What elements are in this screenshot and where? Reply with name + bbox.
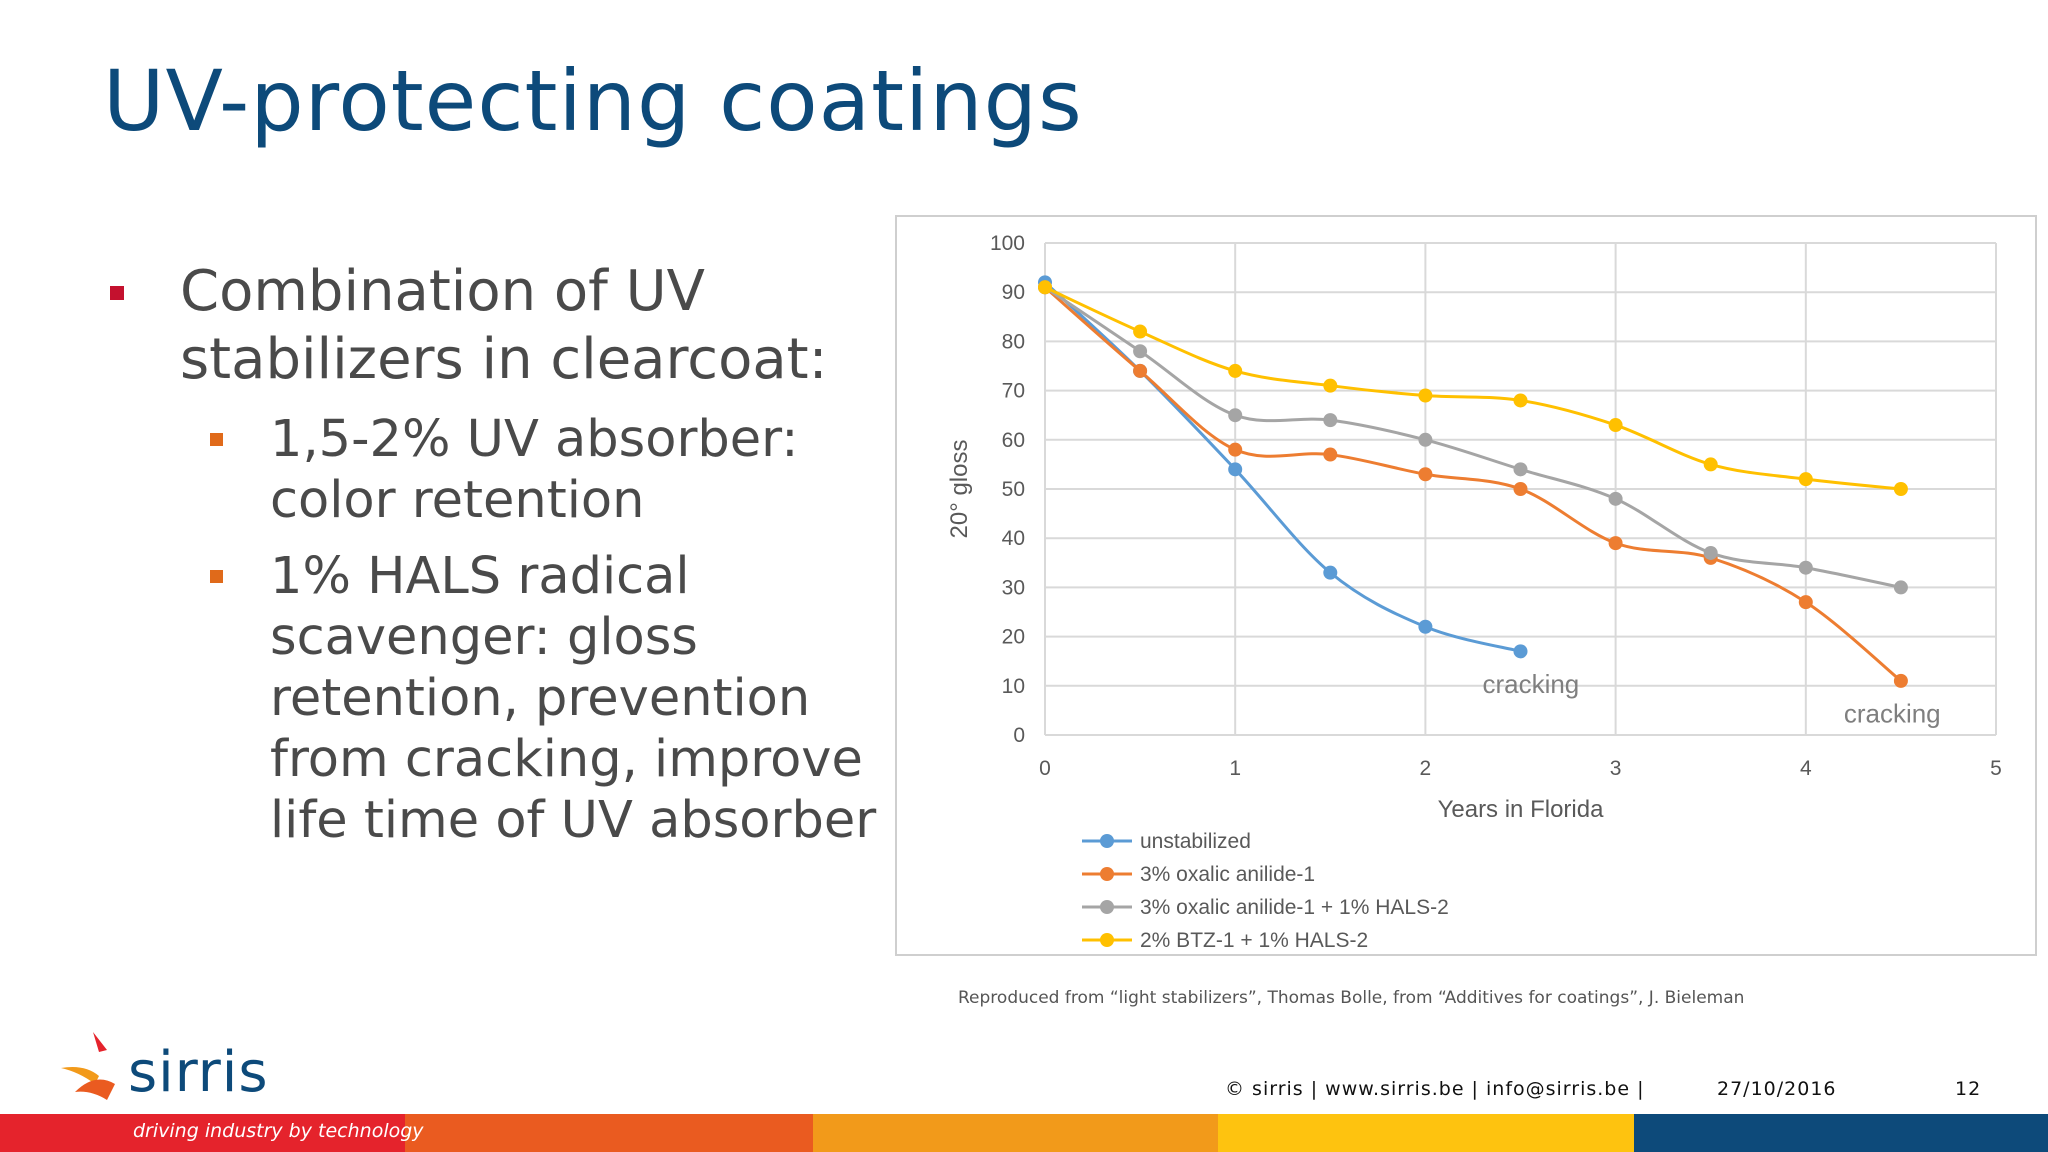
y-tick-label: 40 <box>1002 527 1025 550</box>
y-axis-label: 20° gloss <box>946 440 973 539</box>
y-tick-label: 0 <box>1013 724 1025 747</box>
annotation-label: cracking <box>1844 698 1941 728</box>
sub-bullet-1: 1,5-2% UV absorber: color retention <box>100 409 880 531</box>
y-tick-label: 50 <box>1002 478 1025 501</box>
series-point-0 <box>1323 565 1338 580</box>
series-point-3 <box>1513 393 1528 408</box>
sub-bullet-square-icon <box>210 433 223 446</box>
page-number: 12 <box>1955 1078 1982 1100</box>
footer-color-stripes <box>0 1114 2048 1152</box>
source-caption: Reproduced from “light stabilizers”, Tho… <box>958 988 1745 1008</box>
stripe-amber <box>813 1114 1218 1152</box>
series-point-3 <box>1798 472 1813 487</box>
series-point-2 <box>1228 408 1243 423</box>
bullet-square-icon <box>110 286 124 300</box>
series-point-1 <box>1418 467 1433 482</box>
series-point-3 <box>1703 457 1718 472</box>
legend-entry: 3% oxalic anilide-1 + 1% HALS-2 <box>1140 896 1449 919</box>
series-line-3 <box>1044 285 1902 491</box>
series-point-0 <box>1513 644 1528 659</box>
series-point-3 <box>1038 280 1052 295</box>
x-tick-label: 0 <box>1039 757 1051 780</box>
legend-entry: 3% oxalic anilide-1 <box>1140 863 1315 886</box>
sirris-logo-icon <box>61 1032 115 1100</box>
series-point-3 <box>1418 388 1433 403</box>
y-tick-label: 100 <box>990 232 1025 255</box>
series-point-3 <box>1133 324 1148 339</box>
gloss-chart: 0 10 20 30 40 50 60 70 80 90 100 0 1 2 3 4 5 Years in Flo… <box>895 215 2037 956</box>
x-tick-label: 4 <box>1800 757 1812 780</box>
x-tick-label: 2 <box>1420 757 1432 780</box>
series-point-1 <box>1228 442 1243 457</box>
legend-marker <box>1100 933 1114 947</box>
y-tick-label: 70 <box>1002 380 1025 403</box>
y-tick-label: 60 <box>1002 429 1025 452</box>
brand-name: sirris <box>128 1040 269 1105</box>
legend-entry: unstabilized <box>1140 830 1251 853</box>
x-tick-label: 5 <box>1990 757 2002 780</box>
series-line-1 <box>1044 286 1902 683</box>
x-axis-label: Years in Florida <box>1438 796 1605 823</box>
series-point-3 <box>1893 482 1908 496</box>
series-point-1 <box>1893 673 1908 688</box>
stripe-yellow <box>1218 1114 1634 1152</box>
series-point-2 <box>1513 462 1528 477</box>
stripe-orange <box>405 1114 813 1152</box>
legend-marker <box>1100 867 1114 881</box>
series-point-1 <box>1133 363 1148 378</box>
series-point-1 <box>1798 595 1813 610</box>
series-line-2 <box>1044 286 1902 589</box>
series-point-1 <box>1608 536 1623 551</box>
series-point-2 <box>1893 580 1908 595</box>
sub-bullet-2-text: 1% HALS radical scavenger: gloss retenti… <box>270 547 877 850</box>
brand-tagline: driving industry by technology <box>133 1120 424 1142</box>
series-point-2 <box>1323 413 1338 428</box>
series-point-2 <box>1608 491 1623 506</box>
legend-marker <box>1100 900 1114 914</box>
y-tick-label: 90 <box>1002 281 1025 304</box>
x-tick-label: 1 <box>1229 757 1241 780</box>
footer-date: 27/10/2016 <box>1717 1078 1837 1100</box>
footer-contact: © sirris | www.sirris.be | info@sirris.b… <box>1225 1078 1645 1100</box>
legend-marker <box>1100 834 1114 848</box>
annotation-label: cracking <box>1482 669 1579 699</box>
series-point-0 <box>1418 619 1433 634</box>
series-point-0 <box>1228 462 1243 477</box>
slide-title: UV-protecting coatings <box>103 52 1083 150</box>
y-tick-label: 30 <box>1002 576 1025 599</box>
series-point-3 <box>1228 363 1243 378</box>
series-point-1 <box>1323 447 1338 462</box>
series-line-0 <box>1043 281 1521 653</box>
gloss-chart-svg: 0 10 20 30 40 50 60 70 80 90 100 0 1 2 3 4 5 Years in Flo… <box>946 232 2002 952</box>
stripe-red <box>0 1114 405 1152</box>
y-tick-label: 10 <box>1002 675 1025 698</box>
series-point-2 <box>1798 560 1813 575</box>
bullet-list: Combination of UV stabilizers in clearco… <box>100 258 880 851</box>
series-point-3 <box>1323 378 1338 393</box>
stripe-blue <box>1634 1114 2048 1152</box>
bullet-main-text: Combination of UV stabilizers in clearco… <box>180 259 828 392</box>
series-point-1 <box>1513 482 1528 496</box>
x-tick-label: 3 <box>1610 757 1622 780</box>
y-tick-label: 80 <box>1002 330 1025 353</box>
series-point-2 <box>1418 432 1433 447</box>
series-point-3 <box>1608 418 1623 433</box>
legend-entry: 2% BTZ-1 + 1% HALS-2 <box>1140 929 1368 952</box>
sub-bullet-2: 1% HALS radical scavenger: gloss retenti… <box>100 546 880 851</box>
bullet-main: Combination of UV stabilizers in clearco… <box>100 258 880 394</box>
series-point-2 <box>1703 545 1718 560</box>
sub-bullet-square-icon <box>210 570 223 583</box>
series-point-2 <box>1133 344 1148 359</box>
sub-bullet-1-text: 1,5-2% UV absorber: color retention <box>270 410 799 530</box>
y-tick-label: 20 <box>1002 626 1025 649</box>
